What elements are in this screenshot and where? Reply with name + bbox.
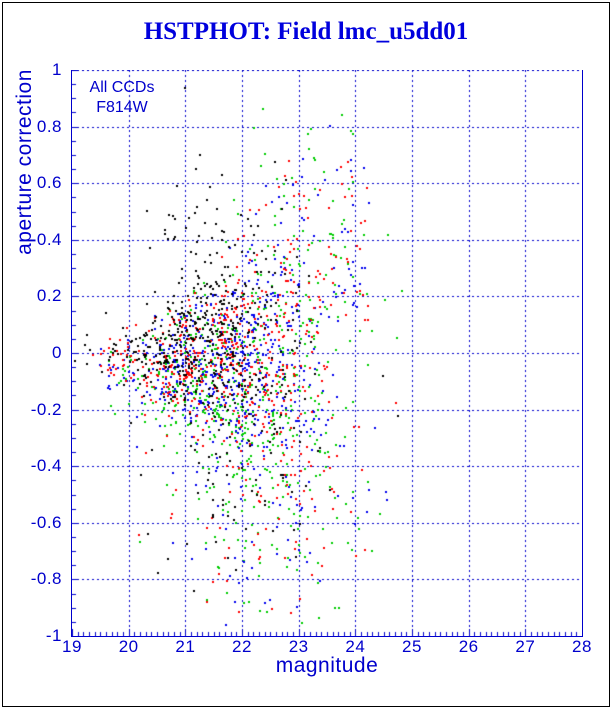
- plot-annotation: All CCDs F814W: [72, 78, 172, 118]
- y-tick-label: -0.8: [30, 569, 62, 589]
- x-tick-label: 28: [572, 637, 592, 656]
- y-tick-label: 0.4: [36, 229, 62, 249]
- x-tick-label: 23: [288, 637, 309, 656]
- y-tick-label: 0.6: [36, 173, 62, 193]
- y-tick-label: -0.4: [30, 456, 62, 476]
- chart-title: HSTPHOT: Field lmc_u5dd01: [143, 18, 469, 45]
- y-tick-label: -0.2: [30, 399, 62, 419]
- x-tick-label: 20: [118, 637, 139, 656]
- y-tick-label: 0.8: [36, 116, 62, 136]
- annotation-ccds: All CCDs: [89, 79, 155, 96]
- x-axis-label: magnitude: [275, 654, 379, 677]
- annotation-filter: F814W: [96, 99, 148, 116]
- x-tick-label: 21: [175, 637, 196, 656]
- x-tick-label: 26: [458, 637, 479, 656]
- y-tick-label: -1: [45, 626, 62, 645]
- plot-area: [71, 70, 583, 637]
- x-tick-label: 25: [402, 637, 422, 656]
- x-tick-label: 24: [345, 637, 366, 656]
- y-tick-label: 0.2: [36, 286, 62, 306]
- scatter-canvas: [72, 70, 582, 636]
- y-axis-label: aperture correction: [13, 69, 36, 255]
- x-tick-label: 19: [62, 637, 82, 656]
- x-tick-label: 22: [232, 637, 252, 656]
- y-tick-label: 1: [52, 60, 62, 79]
- y-tick-label: 0: [52, 343, 62, 362]
- x-tick-label: 27: [515, 637, 536, 656]
- y-tick-label: -0.6: [30, 512, 62, 532]
